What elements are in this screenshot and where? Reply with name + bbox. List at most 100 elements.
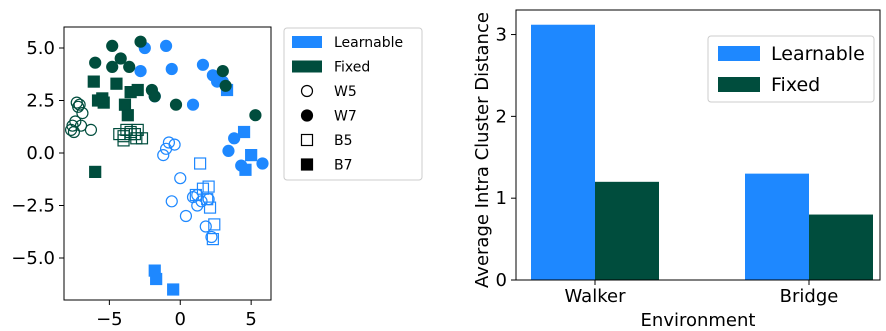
scatter-point — [67, 125, 81, 139]
scatter-point — [174, 172, 187, 185]
scatter-point — [89, 165, 102, 178]
scatter-point — [110, 77, 123, 90]
scatter-point — [159, 39, 173, 53]
scatter-point — [106, 39, 119, 53]
scatter-point — [131, 123, 144, 137]
scatter-point — [148, 90, 161, 103]
bar-x-tick-label: Bridge — [780, 286, 839, 307]
scatter-legend-label: B7 — [334, 158, 353, 174]
scatter-point — [256, 157, 269, 170]
scatter-x-tick-label: 5 — [245, 309, 256, 330]
scatter-point — [159, 142, 173, 155]
scatter-point — [202, 180, 215, 193]
scatter-point — [237, 125, 251, 139]
scatter-y-tick-label: 0.0 — [26, 143, 55, 164]
scatter-point — [208, 218, 221, 231]
scatter-legend-label: W5 — [334, 84, 357, 100]
scatter-legend-label: W7 — [334, 109, 357, 125]
scatter-point — [194, 157, 207, 170]
scatter-point — [121, 109, 134, 122]
scatter-point — [135, 132, 149, 145]
scatter-y-ticks: 5.0 2.5 0.0 −2.5 −5.0 — [11, 38, 64, 269]
scatter-point — [114, 52, 127, 65]
scatter-legend-label: Fixed — [334, 60, 370, 76]
scatter-legend-label: Learnable — [334, 35, 403, 51]
scatter-point — [118, 98, 132, 111]
scatter-point — [222, 144, 235, 157]
bar-learnable-bridge — [745, 173, 809, 280]
scatter-point — [124, 125, 137, 139]
scatter-axes-frame — [63, 26, 272, 301]
scatter-x-tick-label: 0 — [175, 309, 186, 330]
scatter-legend: Learnable Fixed W5 W7 B5 B7 — [283, 27, 423, 181]
bar-chart: Walker Bridge 0 1 2 3 Environment Average In… — [472, 9, 881, 331]
scatter-point — [205, 230, 218, 244]
scatter-point — [150, 272, 163, 286]
scatter-point — [162, 136, 176, 149]
scatter-point — [219, 79, 232, 92]
bar-y-tick-label: 1 — [496, 188, 507, 209]
scatter-point — [134, 64, 147, 78]
bar-y-tick-label: 2 — [496, 106, 507, 127]
scatter-point — [167, 283, 180, 296]
scatter-legend-marker — [300, 109, 314, 122]
scatter-y-tick-label: −5.0 — [11, 248, 55, 269]
bar-y-ticks: 0 1 2 3 — [496, 25, 516, 291]
scatter-point — [179, 209, 193, 223]
scatter-y-tick-label: 5.0 — [26, 38, 55, 59]
bar-axes-frame — [515, 9, 881, 281]
scatter-x-ticks: −5 0 5 — [96, 300, 257, 330]
scatter-point — [84, 123, 98, 136]
bar-legend-label: Fixed — [771, 74, 820, 96]
scatter-legend-marker — [300, 158, 314, 171]
scatter-point — [76, 106, 89, 120]
scatter-point — [239, 163, 252, 176]
scatter-legend-marker — [300, 133, 314, 147]
scatter-point — [134, 35, 147, 48]
scatter-point — [245, 149, 258, 162]
scatter-point — [196, 58, 210, 71]
scatter-point — [165, 62, 178, 76]
scatter-y-tick-label: 2.5 — [26, 91, 55, 112]
scatter-point — [96, 92, 109, 105]
bar-x-axis-label: Environment — [641, 310, 756, 331]
scatter-point — [117, 134, 130, 147]
bar-x-tick-label: Walker — [565, 286, 627, 307]
scatter-point — [87, 75, 100, 88]
scatter-point — [186, 98, 200, 111]
scatter-chart: −5 0 5 5.0 2.5 0.0 −2.5 −5.0 — [11, 26, 272, 330]
scatter-point — [123, 60, 136, 74]
bar-marks — [531, 24, 873, 281]
scatter-legend-label: B5 — [334, 133, 353, 149]
scatter-point — [74, 119, 88, 132]
scatter-point — [199, 220, 212, 233]
scatter-point — [106, 60, 119, 74]
bar-y-axis-label: Average Intra Cluster Distance — [472, 12, 493, 288]
bar-learnable-walker — [531, 24, 595, 281]
scatter-point — [249, 109, 262, 122]
bar-legend-label: Learnable — [771, 43, 865, 65]
bar-x-ticks: Walker Bridge — [565, 280, 839, 307]
bar-y-tick-label: 3 — [496, 25, 507, 46]
scatter-legend-marker — [300, 84, 314, 98]
scatter-point — [128, 128, 141, 141]
scatter-point — [72, 100, 85, 113]
scatter-legend-swatch — [292, 36, 322, 48]
scatter-point — [228, 132, 241, 145]
scatter-legend-swatch — [292, 60, 322, 73]
scatter-point — [216, 64, 229, 78]
scatter-point — [165, 195, 178, 208]
scatter-point — [206, 233, 219, 246]
scatter-point — [64, 123, 78, 136]
scatter-points — [64, 35, 269, 296]
bar-fixed-walker — [595, 181, 659, 280]
scatter-point — [189, 188, 202, 202]
bar-fixed-bridge — [809, 214, 873, 280]
bar-legend-swatch — [718, 77, 760, 92]
bar-legend-swatch — [718, 46, 760, 61]
scatter-y-tick-label: −2.5 — [11, 196, 55, 217]
scatter-point — [157, 149, 170, 162]
scatter-point — [89, 56, 102, 69]
scatter-point — [169, 98, 183, 111]
